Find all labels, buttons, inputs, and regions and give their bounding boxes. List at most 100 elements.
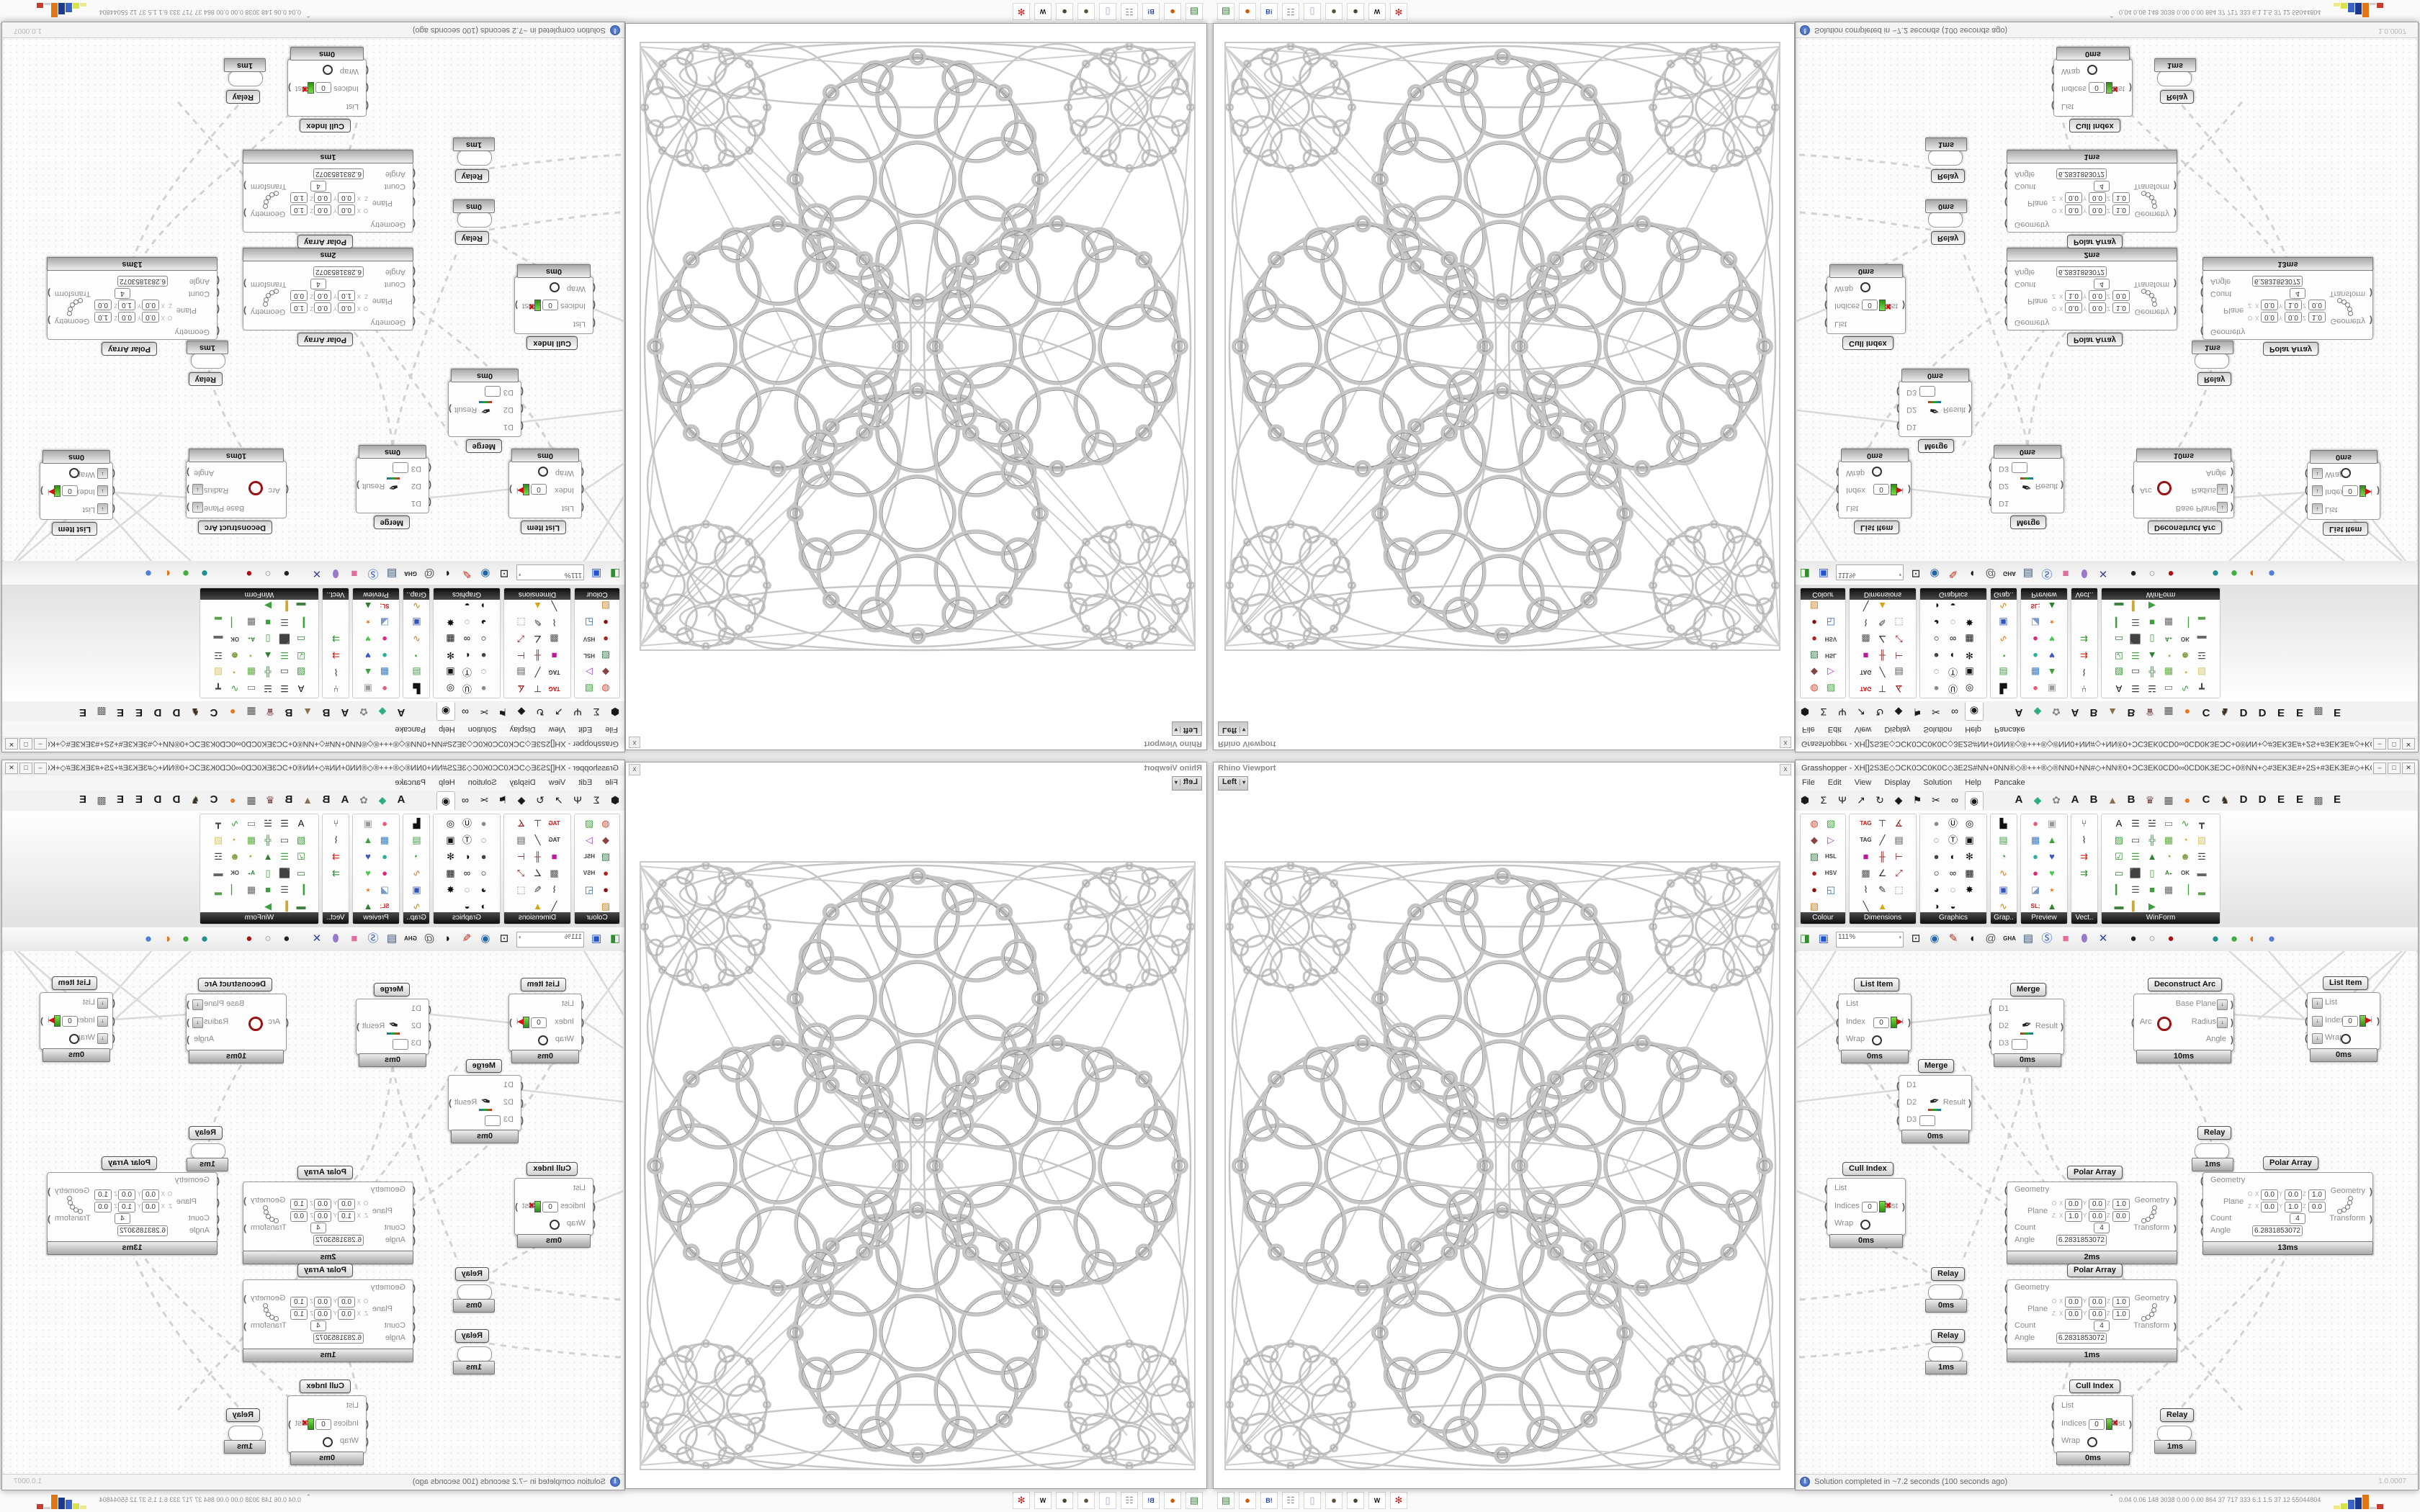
output-jack[interactable]: ) [48, 315, 50, 325]
viewport-canvas[interactable] [626, 790, 1206, 1488]
cluster-icon[interactable]: ✕ [2098, 567, 2108, 580]
tab-plugin-23[interactable]: D [2258, 706, 2267, 719]
input-jack[interactable]: ( [413, 1333, 416, 1344]
ribbon-icon[interactable]: ○ [480, 868, 487, 878]
deconstruct-arc-node-body[interactable]: (Arc Base Plane ↓) Radius ↓) Angle) [2131, 994, 2234, 1051]
input-jack[interactable]: ( [413, 1305, 416, 1315]
component-name-capsule[interactable]: Merge [465, 1059, 502, 1073]
ribbon-icon[interactable]: ⭑ [2049, 617, 2055, 628]
ribbon-icon[interactable]: ⤢ [517, 634, 525, 644]
input-jack[interactable]: ( [521, 404, 524, 414]
ribbon-icon[interactable]: ▶ [2148, 901, 2156, 912]
ribbon-icon[interactable]: A₊ [2165, 636, 2172, 642]
component-name-capsule[interactable]: Merge [1918, 1059, 1955, 1073]
component-name-capsule[interactable]: Cull Index [300, 119, 351, 132]
plane-value-box[interactable]: 0.0 [2112, 290, 2130, 301]
input-jack[interactable]: ( [2051, 1401, 2054, 1411]
output-jack[interactable]: ) [2231, 485, 2233, 495]
ribbon-icon[interactable]: ◪ [2030, 884, 2040, 895]
package-icon[interactable]: ■ [351, 567, 358, 580]
ribbon-icon[interactable]: ╲ [1863, 600, 1869, 611]
wrap-toggle[interactable] [1860, 282, 1870, 292]
input-jack[interactable]: ( [2051, 66, 2054, 76]
ribbon-icon[interactable]: ▦ [2030, 834, 2040, 845]
ribbon-icon[interactable]: ☰ [280, 851, 289, 862]
ribbon-icon[interactable]: ▣ [1965, 834, 1974, 845]
tab-plugin-20[interactable]: C [2202, 793, 2210, 806]
panel-label[interactable]: Grap.. [403, 588, 429, 600]
ribbon-icon[interactable]: ▎ [297, 617, 305, 628]
index-value-box[interactable]: 0 [315, 1419, 331, 1430]
input-jack[interactable]: ( [2200, 1226, 2203, 1236]
wrap-toggle[interactable] [69, 1034, 79, 1044]
output-jack[interactable]: ) [243, 208, 246, 218]
ribbon-icon[interactable]: ● [2033, 683, 2038, 694]
list_item-node-body[interactable]: (List(Index(Wrap 0 ▶ i) [1836, 994, 1912, 1051]
angle-value-box[interactable]: 6.2831853072 [313, 1333, 364, 1344]
ribbon-icon[interactable]: ⇉ [2080, 851, 2088, 862]
ribbon-icon[interactable]: ◔ [248, 650, 254, 661]
cluster-icon[interactable]: ✕ [312, 932, 322, 945]
publish-icon[interactable]: ▤ [2022, 567, 2034, 580]
preview-eye-icon[interactable]: ◉ [480, 567, 490, 580]
ribbon-icon[interactable]: HSV [583, 636, 596, 642]
panel-label[interactable]: Graphics [434, 912, 500, 924]
menu-item-file[interactable]: File [605, 778, 618, 787]
angle-value-box[interactable]: 6.2831853072 [313, 266, 364, 277]
ribbon-icon[interactable]: ◍ [1810, 818, 1819, 829]
output-jack[interactable]: ) [2061, 1022, 2063, 1032]
ribbon-icon[interactable]: ◔ [232, 667, 238, 678]
menu-item-edit[interactable]: Edit [1827, 778, 1842, 787]
shaded-sphere-icon[interactable]: ● [283, 567, 290, 580]
ribbon-icon[interactable]: ◍ [601, 818, 610, 829]
gh-title-bar[interactable]: Grasshopper - XH[]2S3E◇ƆCK0ƆC0K0C◇3E2S#N… [2, 736, 624, 752]
ribbon-icon[interactable]: ◑ [1933, 901, 1940, 912]
input-jack[interactable]: ( [593, 283, 596, 293]
ribbon-icon[interactable]: ∡ [516, 818, 526, 829]
ribbon-icon[interactable]: ▙ [1999, 818, 2007, 829]
menu-item-display[interactable]: Display [509, 725, 536, 734]
ribbon-icon[interactable]: ☰ [2131, 851, 2140, 862]
ribbon-icon[interactable]: ▧ [2197, 667, 2207, 678]
ribbon-icon[interactable]: ∿ [413, 600, 421, 611]
ribbon-icon[interactable]: ╬ [2148, 834, 2156, 845]
ribbon-icon[interactable]: ☲ [2197, 851, 2206, 862]
ribbon-icon[interactable]: ▨ [1809, 650, 1819, 661]
wolf-icon[interactable]: W [1368, 1492, 1386, 1509]
teal-sphere-icon[interactable]: ● [2211, 932, 2220, 945]
plane-value-box[interactable]: 0.0 [2261, 1202, 2278, 1212]
ribbon-icon[interactable]: SL; [2030, 603, 2040, 609]
output-jack[interactable]: ) [2377, 486, 2380, 496]
ribbon-icon[interactable]: ▧ [213, 667, 223, 678]
ribbon-icon[interactable]: ⊤ [533, 683, 542, 694]
angle-value-box[interactable]: 6.2831853072 [117, 1225, 168, 1236]
ribbon-icon[interactable]: ▦ [2030, 667, 2040, 678]
ribbon-icon[interactable]: ☱ [2148, 683, 2156, 694]
ribbon-icon[interactable]: ☲ [214, 851, 223, 862]
polar-array-node-body[interactable]: (Geometry(Plane O X 0.0 Y 0.0 Z 1.0 Z X 1.0 Y 0.0 Z 0.… [2004, 260, 2177, 330]
ribbon-icon[interactable]: ▲ [2047, 667, 2057, 678]
list_item-node-body[interactable]: (↓ List(↓ Index(↓ Wrap 0 ▶ i) [2305, 992, 2380, 1050]
ribbon-icon[interactable]: ∠ [533, 634, 542, 644]
plane-value-box[interactable]: 0.0 [2089, 290, 2106, 301]
ribbon-icon[interactable]: ⊢ [516, 851, 526, 862]
menu-item-display[interactable]: Display [509, 778, 536, 787]
input-jack[interactable]: ( [217, 326, 220, 336]
ribbon-icon[interactable]: A [2115, 683, 2123, 694]
ribbon-icon[interactable]: SL; [2030, 903, 2040, 909]
ribbon-icon[interactable]: ▶ [264, 600, 272, 611]
tab-mesh[interactable]: ⚑ [1912, 794, 1922, 806]
tab-plugin-22[interactable]: D [172, 793, 181, 806]
output-jack[interactable]: ) [2174, 1321, 2177, 1331]
ribbon-icon[interactable]: ▲ [1878, 901, 1887, 912]
ribbon-icon[interactable]: ♥ [365, 634, 371, 644]
component-name-capsule[interactable]: Polar Array [297, 1264, 353, 1277]
menu-item-pancake[interactable]: Pancake [1994, 725, 2025, 734]
ribbon-icon[interactable]: Ⓣ [1948, 667, 1958, 678]
red-sphere-icon[interactable]: ● [246, 567, 253, 580]
ribbon-icon[interactable]: ▂ [2198, 617, 2205, 628]
ribbon-icon[interactable]: ☰ [280, 617, 289, 628]
menu-item-solution[interactable]: Solution [467, 725, 497, 734]
plane-value-box[interactable]: 0.0 [2089, 1211, 2106, 1222]
input-jack[interactable]: ( [286, 1017, 289, 1027]
